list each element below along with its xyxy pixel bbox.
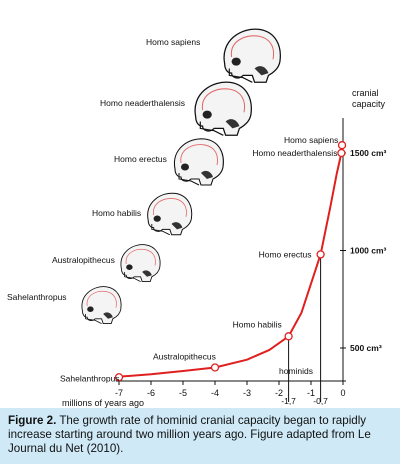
skull-shading — [171, 222, 183, 230]
cranial-capacity-curve — [115, 141, 344, 378]
brain-outline — [202, 88, 246, 113]
data-label: Homo erectus — [259, 249, 312, 259]
eye-socket — [87, 306, 94, 312]
y-tick-label: 1000 cm³ — [350, 246, 387, 256]
jaw — [151, 224, 171, 236]
skull-label: Homo neaderthalensis — [100, 98, 185, 108]
skull-outline — [173, 138, 224, 186]
jaw — [228, 68, 253, 83]
skull-label: Homo habilis — [92, 208, 141, 218]
callout-value: -1,7 — [281, 396, 296, 406]
skull-outline — [223, 28, 281, 83]
skull-icon — [173, 138, 224, 186]
data-label: Sahelanthropus — [60, 373, 120, 383]
brain-outline — [180, 144, 218, 166]
skull-icon — [223, 28, 281, 83]
skull-shading — [142, 270, 152, 277]
skull-icon — [81, 286, 122, 325]
brain-outline — [86, 290, 117, 308]
skull-outline — [147, 192, 193, 236]
skull-outline — [81, 286, 122, 325]
x-tick-label: -3 — [243, 388, 251, 398]
brain-outline — [125, 248, 156, 266]
data-point — [337, 148, 346, 158]
skull-shading — [225, 119, 240, 129]
skull-label: Australopithecus — [52, 255, 115, 265]
data-label: Homo habilis — [233, 319, 282, 329]
x-axis-title: millions of years ago — [62, 398, 144, 408]
skull-shading — [201, 170, 213, 179]
y-tick-label: 1500 cm³ — [350, 148, 387, 158]
jaw — [199, 121, 224, 136]
skull-outline — [194, 81, 252, 136]
data-series — [114, 141, 347, 382]
jaw — [124, 272, 141, 282]
figure-caption: Figure 2. The growth rate of hominid cra… — [0, 408, 400, 464]
eye-socket — [202, 110, 212, 119]
data-label: Australopithecus — [153, 352, 216, 362]
brain-outline — [153, 198, 187, 217]
x-tick-label: -6 — [147, 388, 155, 398]
labels: millions of years ago cranial capacity homi… — [7, 37, 386, 408]
hominids-label: hominids — [279, 366, 313, 376]
x-tick-label: 0 — [340, 388, 345, 398]
data-point — [316, 250, 325, 259]
skull-illustrations — [81, 28, 281, 325]
skull-label: Sahelanthropus — [7, 292, 67, 302]
axes: -7 -6 -5 -4 -3 -2 -1 0 500 cm³ 1000 cm³ 1500 cm³ — [115, 118, 387, 402]
data-point — [337, 141, 347, 150]
eye-socket — [153, 215, 161, 222]
x-tick-label: -7 — [115, 388, 123, 398]
skull-shading — [254, 66, 269, 76]
eye-socket — [231, 57, 241, 66]
data-label: Homo sapiens — [284, 135, 338, 145]
data-label: Homo neaderthalensis — [252, 148, 337, 158]
skull-icon — [120, 244, 161, 283]
chart: -7 -6 -5 -4 -3 -2 -1 0 500 cm³ 1000 cm³ 1500 cm³ m… — [7, 28, 387, 408]
skull-label: Homo sapiens — [146, 37, 200, 47]
x-tick-label: -5 — [179, 388, 187, 398]
caption-label: Figure 2. — [8, 414, 57, 427]
data-point — [284, 332, 293, 341]
skull-label: Homo erectus — [114, 154, 167, 164]
x-tick-label: -4 — [211, 388, 219, 398]
skull-icon — [194, 81, 252, 136]
x-tick-label: -1 — [307, 388, 315, 398]
brain-outline — [231, 35, 275, 60]
eye-socket — [126, 264, 133, 270]
y-axis-title: cranial capacity — [352, 88, 386, 109]
x-tick-label: -2 — [275, 388, 283, 398]
data-point — [114, 373, 124, 382]
y-tick-label: 500 cm³ — [350, 343, 382, 353]
callout-value: -0,7 — [313, 396, 328, 406]
jaw — [178, 173, 200, 186]
data-point — [210, 363, 220, 372]
skull-outline — [120, 244, 161, 283]
jaw — [85, 314, 102, 324]
skull-icon — [147, 192, 193, 236]
caption-text: The growth rate of hominid cranial capac… — [8, 414, 371, 455]
skull-shading — [103, 312, 113, 319]
eye-socket — [181, 163, 189, 171]
